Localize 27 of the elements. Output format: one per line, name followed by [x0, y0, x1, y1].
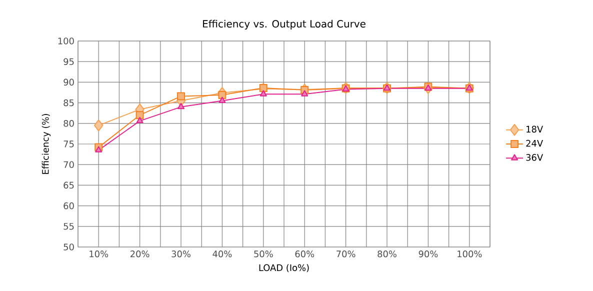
- x-axis-title: LOAD (Io%): [259, 264, 309, 272]
- y-tick-label: 100: [58, 38, 74, 44]
- y-tick-label: 70: [64, 161, 74, 168]
- y-tick-label: 65: [64, 182, 74, 189]
- legend-label: 18V: [526, 126, 544, 133]
- x-tick-label: 70%: [336, 250, 356, 258]
- x-tick-label: 40%: [212, 250, 232, 258]
- y-tick-label: 50: [64, 244, 74, 250]
- y-tick-label: 60: [64, 202, 74, 210]
- y-tick-label: 95: [64, 58, 74, 65]
- y-tick-label: 85: [64, 99, 74, 106]
- x-tick-label: 60%: [295, 250, 314, 258]
- y-axis-title: Efficiency (%): [42, 114, 51, 174]
- y-tick-label: 55: [64, 223, 74, 230]
- legend-label: 36V: [526, 154, 544, 161]
- y-tick-label: 90: [64, 78, 74, 86]
- x-tick-label: 90%: [418, 250, 438, 258]
- legend-label: 24V: [526, 140, 544, 147]
- x-tick-label: 100%: [458, 250, 482, 258]
- x-tick-label: 20%: [130, 250, 150, 258]
- x-tick-label: 10%: [90, 250, 108, 258]
- y-tick-label: 80: [64, 120, 74, 127]
- chart-title: Efficiency vs. Output Load Curve: [203, 20, 366, 30]
- x-tick-label: 30%: [172, 250, 190, 258]
- y-tick-label: 75: [64, 140, 74, 148]
- x-tick-label: 50%: [254, 250, 273, 258]
- x-tick-label: 80%: [378, 250, 396, 258]
